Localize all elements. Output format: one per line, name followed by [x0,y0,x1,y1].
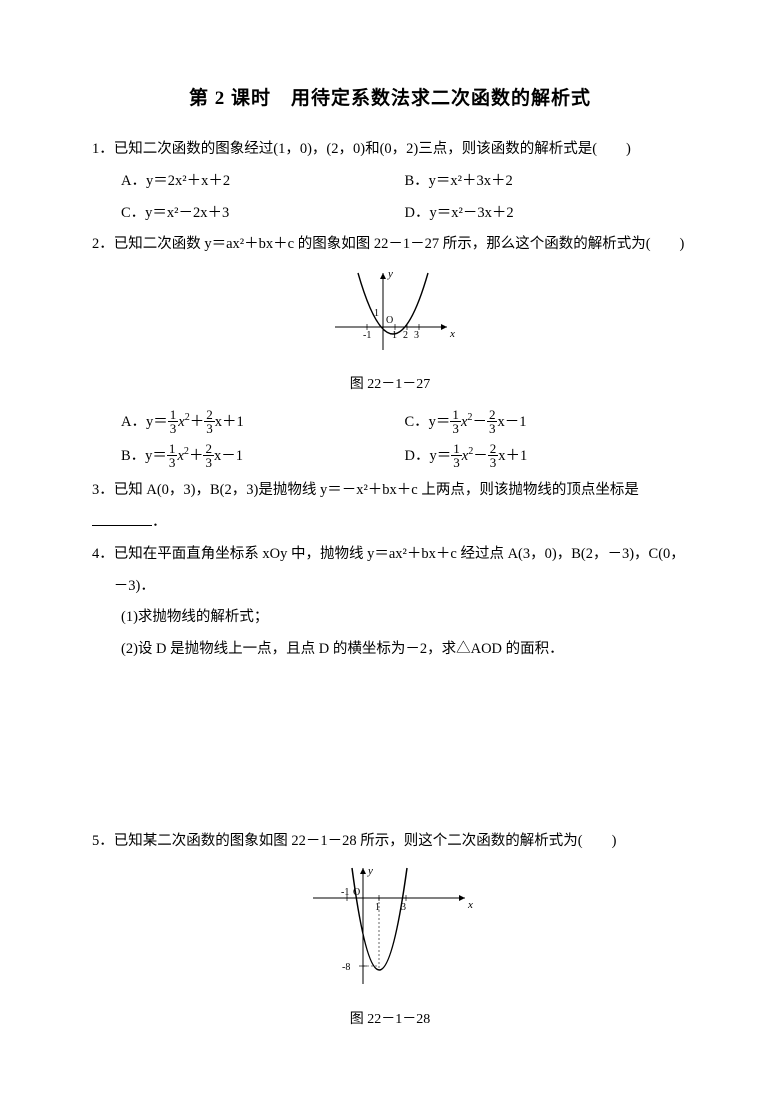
svg-text:-8: -8 [342,962,350,973]
q5-stem: 5．已知某二次函数的图象如图 22－1－28 所示，则这个二次函数的解析式为( … [92,826,688,858]
q4-part2: (2)设 D 是抛物线上一点，且点 D 的横坐标为－2，求△AOD 的面积． [92,634,688,666]
svg-text:x: x [467,899,473,911]
q1-opt-d: D．y＝x²－3x＋2 [405,198,689,230]
q2-opt-c: C．y＝13x2－23x－1 [405,407,689,439]
question-1: 1．已知二次函数的图象经过(1，0)，(2，0)和(0，2)三点，则该函数的解析… [92,134,688,230]
svg-text:y: y [387,268,393,280]
q3-stem-pre: 3．已知 A(0，3)，B(2，3)是抛物线 y＝－x²＋bx＋c 上两点，则该… [92,482,639,498]
q2-caption: 图 22－1－27 [92,370,688,401]
q2-opt-d: D．y＝13x2－23x＋1 [405,441,689,473]
svg-text:2: 2 [403,330,408,341]
blank-field[interactable] [92,511,152,526]
q1-options-row1: A．y＝2x²＋x＋2 B．y＝x²＋3x＋2 [92,166,688,198]
q1-opt-c: C．y＝x²－2x＋3 [121,198,405,230]
q1-opt-a: A．y＝2x²＋x＋2 [121,166,405,198]
question-2: 2．已知二次函数 y＝ax²＋bx＋c 的图象如图 22－1－27 所示，那么这… [92,229,688,474]
parabola-chart-icon: x y O -1 1 3 -8 [305,862,475,990]
question-3: 3．已知 A(0，3)，B(2，3)是抛物线 y＝－x²＋bx＋c 上两点，则该… [92,475,688,539]
q2-opt-b: B．y＝13x2＋23x－1 [121,441,405,473]
q5-figure: x y O -1 1 3 -8 [92,862,688,1003]
q4-part1: (1)求抛物线的解析式； [92,602,688,634]
q2-opt-a: A．y＝13x2＋23x＋1 [121,407,405,439]
svg-text:-1: -1 [363,330,371,341]
svg-text:3: 3 [414,330,419,341]
svg-text:y: y [367,865,373,877]
question-5: 5．已知某二次函数的图象如图 22－1－28 所示，则这个二次函数的解析式为( … [92,826,688,1036]
svg-text:x: x [449,328,455,340]
q2-stem: 2．已知二次函数 y＝ax²＋bx＋c 的图象如图 22－1－27 所示，那么这… [92,229,688,261]
q4-stem-line1: 4．已知在平面直角坐标系 xOy 中，抛物线 y＝ax²＋bx＋c 经过点 A(… [92,539,688,571]
q3-stem-post: ． [152,514,167,530]
spacer [92,666,688,826]
q1-stem-text: 1．已知二次函数的图象经过(1，0)，(2，0)和(0，2)三点，则该函数的解析… [92,141,631,157]
svg-text:-1: -1 [341,887,349,898]
parabola-chart-icon: x y O -1 1 2 3 1 [325,265,455,355]
q1-opt-b: B．y＝x²＋3x＋2 [405,166,689,198]
q1-options-row2: C．y＝x²－2x＋3 D．y＝x²－3x＋2 [92,198,688,230]
svg-text:O: O [386,315,393,326]
q2-options: A．y＝13x2＋23x＋1 B．y＝13x2＋23x－1 C．y＝13x2－2… [92,405,688,475]
page-title: 第 2 课时 用待定系数法求二次函数的解析式 [92,78,688,120]
q5-caption: 图 22－1－28 [92,1005,688,1036]
question-4: 4．已知在平面直角坐标系 xOy 中，抛物线 y＝ax²＋bx＋c 经过点 A(… [92,539,688,667]
q1-stem: 1．已知二次函数的图象经过(1，0)，(2，0)和(0，2)三点，则该函数的解析… [92,134,688,166]
svg-text:1: 1 [392,330,397,341]
q2-figure: x y O -1 1 2 3 1 [92,265,688,368]
q4-stem-line2: －3)． [92,571,688,603]
